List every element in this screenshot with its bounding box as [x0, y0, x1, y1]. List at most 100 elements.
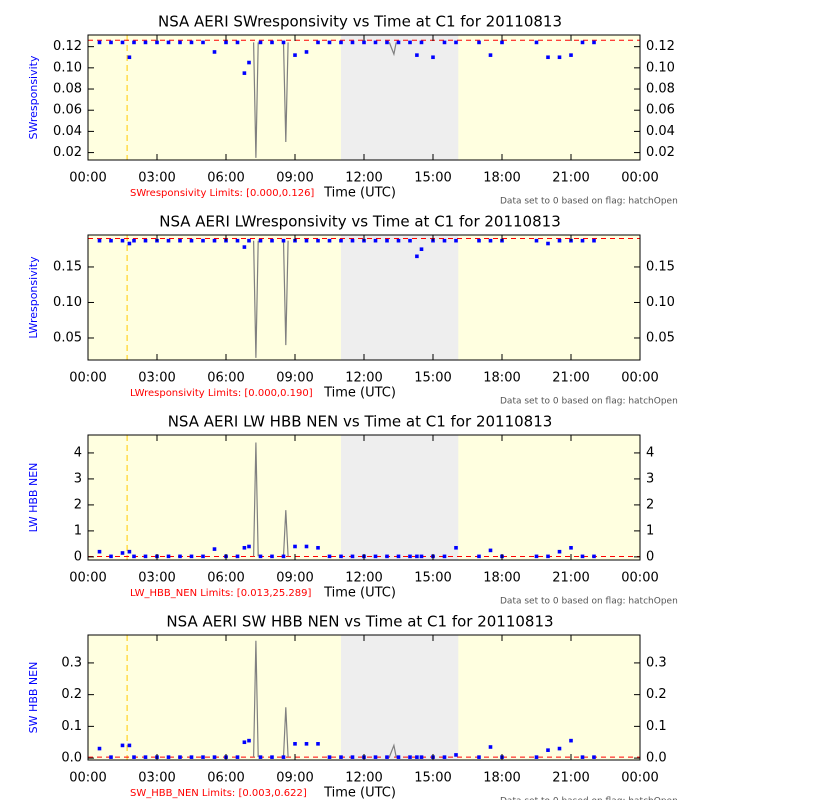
data-point [546, 748, 550, 752]
y-tick-label: 0.3 [61, 655, 82, 670]
data-point [419, 40, 424, 45]
data-point [293, 544, 297, 549]
x-tick-label: 12:00 [345, 571, 382, 586]
y2-tick-label: 0.05 [646, 330, 675, 345]
data-point [281, 238, 286, 243]
y-tick-label: 0.02 [53, 145, 82, 160]
data-point [304, 544, 309, 549]
data-point [454, 545, 458, 550]
data-point [362, 40, 366, 45]
x-tick-label: 18:00 [483, 371, 520, 386]
data-point [120, 40, 125, 45]
data-point [592, 554, 596, 559]
data-point [477, 554, 481, 559]
y-tick-label: 2 [74, 497, 82, 512]
x-axis-label: Time (UTC) [323, 786, 396, 800]
x-tick-label: 15:00 [414, 171, 451, 186]
data-point [281, 40, 286, 45]
x-tick-label: 12:00 [345, 171, 382, 186]
data-point [166, 755, 171, 759]
data-point [258, 755, 263, 759]
data-point [132, 554, 136, 559]
y2-tick-label: 4 [646, 445, 654, 460]
data-point [396, 755, 401, 759]
x-tick-label: 12:00 [345, 771, 382, 786]
data-point [189, 554, 194, 559]
data-point [120, 743, 125, 748]
data-point [396, 554, 401, 559]
chart-title: NSA AERI LWresponsivity vs Time at C1 fo… [159, 213, 560, 231]
data-point [339, 554, 343, 559]
limits-label: SWresponsivity Limits: [0.000,0.126] [130, 188, 314, 199]
data-point [143, 554, 148, 559]
x-tick-label: 18:00 [483, 771, 520, 786]
flag-note: Data set to 0 based on flag: hatchOpen [500, 397, 678, 407]
plot-area [88, 640, 640, 759]
data-point [408, 40, 412, 45]
data-point [132, 238, 136, 243]
spike-line [253, 42, 397, 158]
flag-note: Data set to 0 based on flag: hatchOpen [500, 597, 678, 607]
y-tick-label: 0.2 [61, 687, 82, 702]
data-point [557, 746, 562, 751]
x-axis-label: Time (UTC) [323, 386, 396, 401]
data-point [212, 238, 217, 243]
x-tick-label: 06:00 [207, 171, 244, 186]
data-point [242, 245, 247, 249]
flag-span [341, 235, 459, 360]
data-point [316, 742, 320, 746]
y-tick-label: 0.12 [53, 39, 82, 54]
data-point [235, 554, 240, 559]
data-point [327, 755, 332, 759]
data-point [534, 238, 539, 243]
y-tick-label: 4 [74, 445, 82, 460]
data-point [201, 755, 205, 759]
x-tick-label: 00:00 [621, 171, 658, 186]
y-tick-label: 0.0 [61, 751, 82, 766]
x-tick-label: 06:00 [207, 771, 244, 786]
data-point [442, 755, 447, 759]
data-point [415, 554, 419, 559]
data-point [415, 755, 419, 759]
data-point [97, 238, 102, 243]
data-point [258, 40, 263, 45]
data-point [132, 40, 136, 45]
x-tick-label: 00:00 [621, 771, 658, 786]
limits-label: LWresponsivity Limits: [0.000,0.190] [130, 388, 313, 399]
y-tick-label: 1 [74, 523, 82, 538]
data-point [534, 40, 539, 45]
data-point [339, 755, 343, 759]
data-point [488, 53, 493, 57]
x-tick-label: 18:00 [483, 571, 520, 586]
y2-tick-label: 0.06 [646, 103, 675, 118]
x-tick-label: 03:00 [138, 171, 175, 186]
data-point [189, 755, 194, 759]
spike-line [253, 640, 397, 758]
data-point [373, 40, 378, 45]
data-point [396, 40, 401, 45]
data-point [97, 549, 102, 554]
x-tick-label: 00:00 [69, 571, 106, 586]
x-tick-label: 09:00 [276, 171, 313, 186]
data-point [339, 238, 343, 243]
x-tick-label: 21:00 [552, 371, 589, 386]
x-tick-label: 12:00 [345, 371, 382, 386]
x-axis-label: Time (UTC) [323, 186, 396, 201]
y-tick-label: 0.04 [53, 124, 82, 139]
data-point [546, 554, 550, 559]
panel: 0 0 1 1 2 2 3 3 4 4 00:00 03:00 06:00 09:00 12:00 15:00… [27, 413, 678, 607]
data-point [327, 554, 332, 559]
flag-note: Data set to 0 based on flag: hatchOpen [500, 197, 678, 207]
data-point [247, 738, 251, 743]
data-point [242, 71, 247, 75]
data-point [385, 755, 389, 759]
data-point [212, 755, 217, 759]
data-point [316, 40, 320, 45]
data-point [580, 238, 585, 243]
x-axis-label: Time (UTC) [323, 586, 396, 601]
y-tick-label: 0.10 [53, 295, 82, 310]
data-point [477, 238, 481, 243]
data-point [235, 238, 240, 243]
x-tick-label: 00:00 [69, 771, 106, 786]
